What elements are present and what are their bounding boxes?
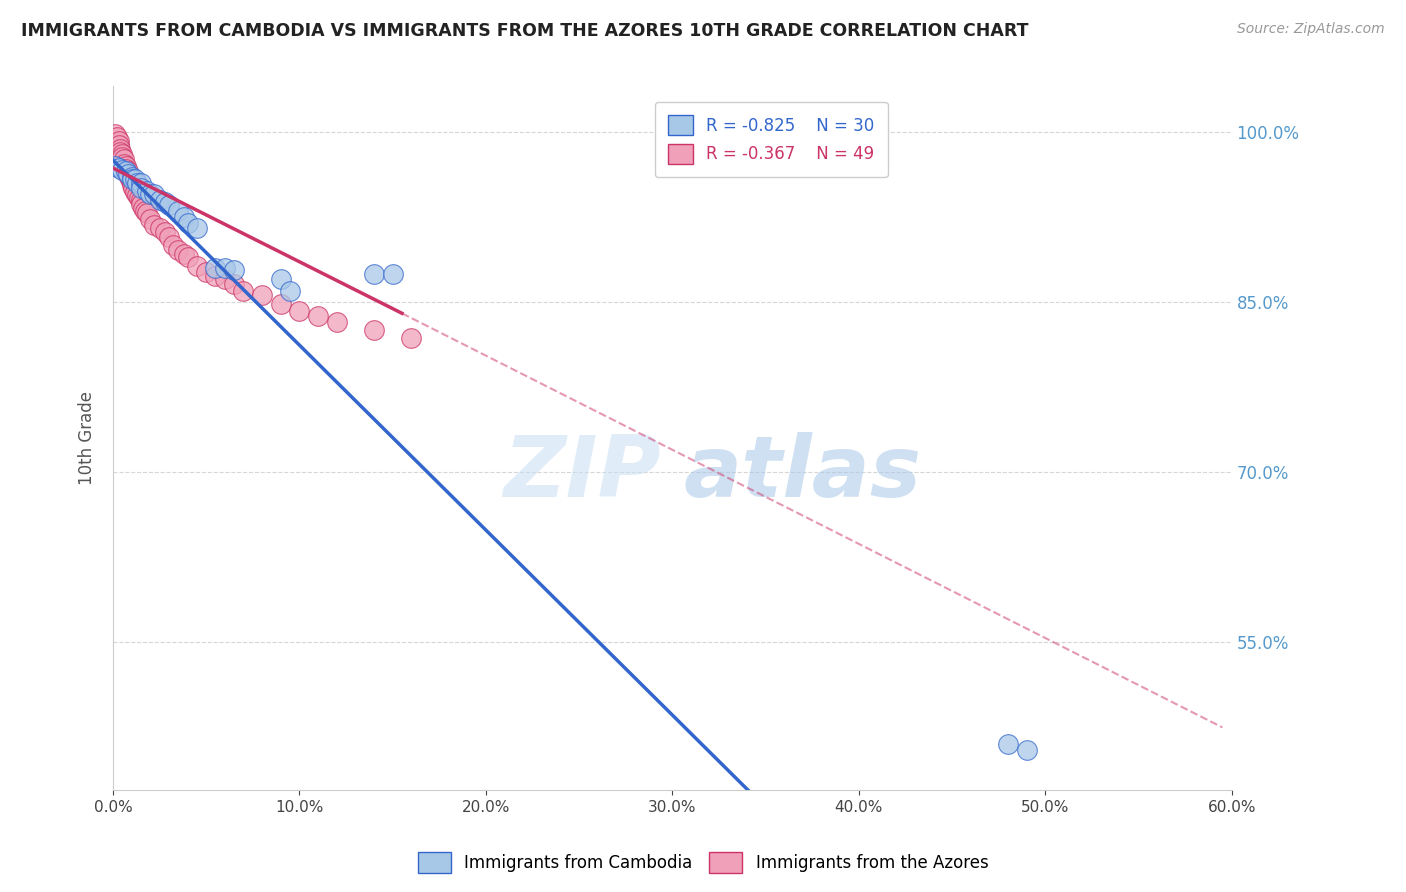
- Point: [157, 230, 180, 244]
- Point: [176, 250, 198, 264]
- Point: [204, 260, 226, 275]
- Point: [135, 184, 157, 198]
- Point: [401, 331, 423, 345]
- Point: [129, 181, 152, 195]
- Point: [124, 172, 146, 186]
- Point: [307, 309, 329, 323]
- Point: [214, 260, 236, 275]
- Text: ZIP: ZIP: [503, 432, 661, 515]
- Point: [104, 127, 127, 141]
- Point: [157, 198, 180, 212]
- Point: [148, 193, 170, 207]
- Text: Source: ZipAtlas.com: Source: ZipAtlas.com: [1237, 22, 1385, 37]
- Point: [135, 206, 157, 220]
- Point: [111, 147, 134, 161]
- Point: [167, 204, 190, 219]
- Point: [173, 210, 195, 224]
- Point: [270, 272, 292, 286]
- Point: [176, 215, 198, 229]
- Point: [117, 167, 139, 181]
- Point: [167, 243, 190, 257]
- Text: IMMIGRANTS FROM CAMBODIA VS IMMIGRANTS FROM THE AZORES 10TH GRADE CORRELATION CH: IMMIGRANTS FROM CAMBODIA VS IMMIGRANTS F…: [21, 22, 1029, 40]
- Point: [139, 187, 162, 202]
- Point: [115, 159, 138, 173]
- Point: [325, 315, 347, 329]
- Point: [186, 221, 208, 235]
- Point: [127, 176, 149, 190]
- Point: [139, 212, 162, 227]
- Point: [288, 304, 311, 318]
- Point: [107, 138, 129, 153]
- Point: [129, 176, 152, 190]
- Point: [1015, 743, 1038, 757]
- Text: atlas: atlas: [683, 432, 922, 515]
- Point: [224, 277, 246, 291]
- Point: [110, 142, 132, 156]
- Point: [118, 170, 141, 185]
- Point: [110, 145, 132, 160]
- Point: [224, 263, 246, 277]
- Point: [121, 178, 143, 192]
- Point: [143, 187, 166, 202]
- Point: [118, 172, 141, 186]
- Point: [214, 272, 236, 286]
- Point: [148, 221, 170, 235]
- Point: [121, 172, 143, 186]
- Point: [143, 218, 166, 232]
- Point: [105, 130, 128, 145]
- Point: [112, 152, 135, 166]
- Point: [122, 181, 145, 195]
- Point: [278, 284, 301, 298]
- Point: [111, 163, 134, 178]
- Point: [128, 190, 150, 204]
- Point: [153, 225, 176, 239]
- Point: [117, 168, 139, 182]
- Point: [250, 288, 273, 302]
- Point: [363, 267, 385, 281]
- Point: [173, 247, 195, 261]
- Point: [232, 284, 254, 298]
- Y-axis label: 10th Grade: 10th Grade: [79, 391, 96, 485]
- Point: [162, 238, 184, 252]
- Point: [117, 164, 139, 178]
- Point: [997, 738, 1019, 752]
- Point: [186, 259, 208, 273]
- Point: [121, 175, 143, 189]
- Point: [270, 297, 292, 311]
- Point: [134, 204, 156, 219]
- Point: [129, 197, 152, 211]
- Point: [107, 134, 129, 148]
- Point: [132, 201, 155, 215]
- Legend: R = -0.825    N = 30, R = -0.367    N = 49: R = -0.825 N = 30, R = -0.367 N = 49: [655, 102, 887, 178]
- Point: [363, 323, 385, 337]
- Point: [104, 159, 127, 173]
- Point: [112, 156, 135, 170]
- Point: [204, 268, 226, 283]
- Point: [195, 265, 218, 279]
- Point: [129, 193, 152, 207]
- Point: [115, 162, 138, 177]
- Legend: Immigrants from Cambodia, Immigrants from the Azores: Immigrants from Cambodia, Immigrants fro…: [411, 846, 995, 880]
- Point: [115, 164, 138, 178]
- Point: [127, 188, 149, 202]
- Point: [381, 267, 404, 281]
- Point: [153, 195, 176, 210]
- Point: [121, 170, 143, 185]
- Point: [124, 185, 146, 199]
- Point: [107, 161, 129, 175]
- Point: [111, 150, 134, 164]
